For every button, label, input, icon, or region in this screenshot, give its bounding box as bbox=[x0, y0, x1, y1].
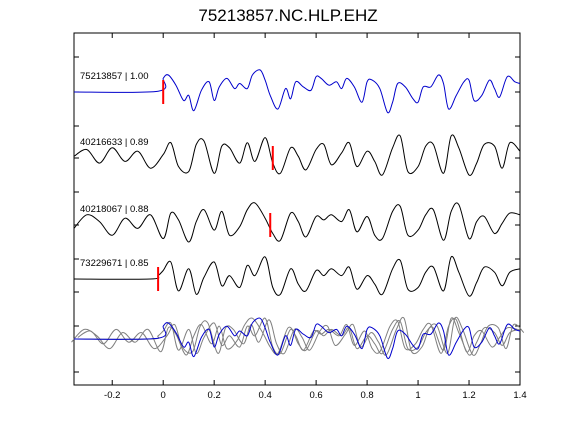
trace-label: 40218067 | 0.88 bbox=[80, 204, 149, 215]
trace-line bbox=[73, 69, 521, 114]
x-tick-label: 0.2 bbox=[208, 390, 221, 401]
traces-group: 75213857 | 1.00 40216633 | 0.89 40218067 |… bbox=[73, 69, 521, 297]
x-axis: -0.2 0 0.2 0.4 0.6 0.8 1 1.2 1.4 bbox=[104, 33, 527, 401]
trace-line bbox=[73, 134, 521, 176]
trace-label: 73229671 | 0.85 bbox=[80, 258, 149, 269]
trace-line bbox=[73, 202, 521, 243]
plot-frame bbox=[73, 32, 521, 386]
chart-title: 75213857.NC.HLP.EHZ bbox=[198, 6, 378, 25]
x-tick-label: -0.2 bbox=[104, 390, 120, 401]
trace-label: 75213857 | 1.00 bbox=[80, 71, 149, 82]
x-tick-label: 1.4 bbox=[513, 390, 526, 401]
x-tick-label: 0.4 bbox=[259, 390, 272, 401]
stacked-trace-line bbox=[77, 316, 525, 356]
stacked-traces bbox=[71, 316, 525, 360]
stacked-trace-line bbox=[71, 317, 518, 356]
x-tick-label: 1.2 bbox=[462, 390, 475, 401]
trace-label: 40216633 | 0.89 bbox=[80, 137, 149, 148]
x-tick-label: 0.8 bbox=[360, 390, 373, 401]
x-tick-label: 0.6 bbox=[310, 390, 323, 401]
x-tick-label: 1 bbox=[415, 390, 420, 401]
trace-line bbox=[73, 255, 521, 297]
stacked-trace-line bbox=[73, 317, 521, 360]
x-tick-label: 0 bbox=[161, 390, 166, 401]
stacked-trace-line bbox=[73, 317, 521, 356]
